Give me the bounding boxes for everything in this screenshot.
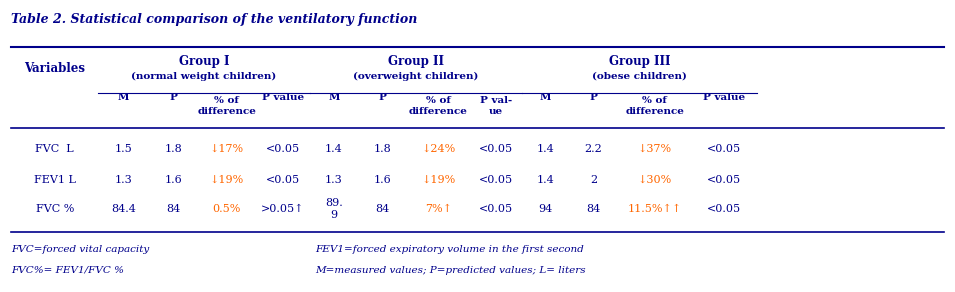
Text: >0.05↑: >0.05↑ <box>261 204 305 214</box>
Text: 84.4: 84.4 <box>112 204 137 214</box>
Text: <0.05: <0.05 <box>479 144 513 154</box>
Text: ↓19%: ↓19% <box>421 175 456 185</box>
Text: ↓19%: ↓19% <box>210 175 244 185</box>
Text: <0.05: <0.05 <box>707 204 741 214</box>
Text: Group II: Group II <box>388 55 444 68</box>
Text: P: P <box>378 93 387 102</box>
Text: <0.05: <0.05 <box>479 204 513 214</box>
Text: P val-
ue: P val- ue <box>480 96 512 116</box>
Text: ↓30%: ↓30% <box>638 175 671 185</box>
Text: FEV1 L: FEV1 L <box>33 175 75 185</box>
Text: Group I: Group I <box>179 55 229 68</box>
Text: % of
difference: % of difference <box>409 96 468 116</box>
Text: % of
difference: % of difference <box>626 96 684 116</box>
Text: <0.05: <0.05 <box>265 144 300 154</box>
Text: 1.8: 1.8 <box>373 144 392 154</box>
Text: (overweight children): (overweight children) <box>353 72 478 81</box>
Text: P: P <box>170 93 178 102</box>
Text: 1.8: 1.8 <box>165 144 182 154</box>
Text: Table 2. Statistical comparison of the ventilatory function: Table 2. Statistical comparison of the v… <box>11 13 418 26</box>
Text: 0.5%: 0.5% <box>213 204 241 214</box>
Text: M: M <box>540 93 551 102</box>
Text: <0.05: <0.05 <box>707 144 741 154</box>
Text: 2.2: 2.2 <box>584 144 603 154</box>
Text: ↓24%: ↓24% <box>421 144 456 154</box>
Text: M: M <box>118 93 130 102</box>
Text: FVC %: FVC % <box>35 204 74 214</box>
Text: M: M <box>329 93 340 102</box>
Text: FEV1=forced expiratory volume in the first second: FEV1=forced expiratory volume in the fir… <box>315 245 584 254</box>
Text: FVC=forced vital capacity: FVC=forced vital capacity <box>11 245 150 254</box>
Text: 84: 84 <box>166 204 180 214</box>
Text: (obese children): (obese children) <box>592 72 687 81</box>
Text: 94: 94 <box>538 204 552 214</box>
Text: 1.4: 1.4 <box>536 144 554 154</box>
Text: 89.
9: 89. 9 <box>325 198 343 220</box>
Text: ↓37%: ↓37% <box>638 144 671 154</box>
Text: M=measured values; P=predicted values; L= liters: M=measured values; P=predicted values; L… <box>315 266 585 274</box>
Text: % of
difference: % of difference <box>198 96 256 116</box>
Text: 1.4: 1.4 <box>536 175 554 185</box>
Text: <0.05: <0.05 <box>707 175 741 185</box>
Text: Variables: Variables <box>24 62 85 75</box>
Text: 84: 84 <box>586 204 601 214</box>
Text: 1.6: 1.6 <box>373 175 392 185</box>
Text: <0.05: <0.05 <box>265 175 300 185</box>
Text: ↓17%: ↓17% <box>210 144 244 154</box>
Text: 2: 2 <box>590 175 597 185</box>
Text: <0.05: <0.05 <box>479 175 513 185</box>
Text: P value: P value <box>703 93 745 102</box>
Text: FVC%= FEV1/FVC %: FVC%= FEV1/FVC % <box>11 266 124 274</box>
Text: 7%↑: 7%↑ <box>425 204 452 214</box>
Text: 1.3: 1.3 <box>115 175 133 185</box>
Text: (normal weight children): (normal weight children) <box>131 72 277 81</box>
Text: P value: P value <box>262 93 304 102</box>
Text: 1.3: 1.3 <box>325 175 343 185</box>
Text: 1.6: 1.6 <box>165 175 182 185</box>
Text: Group III: Group III <box>609 55 670 68</box>
Text: FVC  L: FVC L <box>35 144 74 154</box>
Text: 84: 84 <box>375 204 390 214</box>
Text: 1.4: 1.4 <box>325 144 343 154</box>
Text: 11.5%↑↑: 11.5%↑↑ <box>627 204 682 214</box>
Text: 1.5: 1.5 <box>115 144 133 154</box>
Text: P: P <box>589 93 598 102</box>
